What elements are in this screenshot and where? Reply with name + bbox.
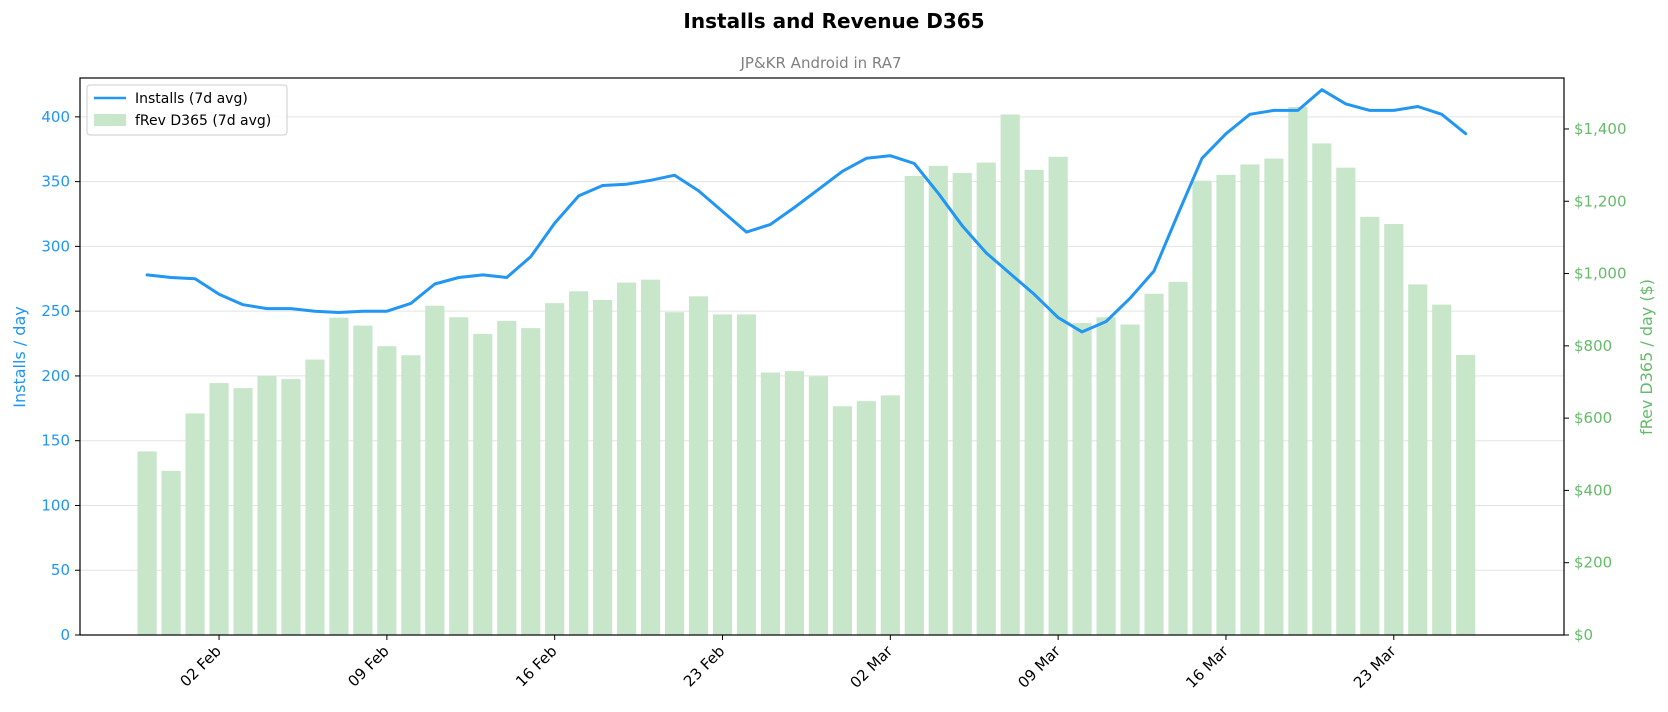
revenue-bar (521, 328, 541, 635)
y-left-tick-label: 350 (41, 173, 70, 191)
revenue-bar (1408, 284, 1428, 635)
revenue-bar (928, 165, 948, 635)
revenue-bar (1384, 224, 1404, 635)
revenue-bar (1288, 106, 1308, 636)
x-tick-label: 02 Mar (847, 642, 897, 692)
revenue-bar (377, 346, 397, 635)
revenue-bar (545, 303, 565, 635)
revenue-bar (1456, 354, 1476, 635)
y-left-tick-label: 0 (60, 626, 70, 644)
revenue-bar (161, 470, 181, 635)
revenue-bar (952, 173, 972, 635)
x-tick-label: 23 Feb (680, 642, 728, 690)
x-axis: 02 Feb 09 Feb 16 Feb 23 Feb 02 Mar 09 Mar 16 M… (176, 635, 1400, 692)
y-right-tick-label: $800 (1574, 337, 1612, 355)
y-right-tick-label: $0 (1574, 626, 1593, 644)
legend-box (86, 84, 288, 136)
revenue-bar (1240, 164, 1260, 636)
x-tick-label: 16 Feb (512, 642, 560, 690)
revenue-bar (137, 451, 157, 635)
y-left-tick-label: 300 (41, 237, 70, 255)
legend-revenue-swatch (94, 114, 126, 126)
x-tick-label: 23 Mar (1350, 642, 1400, 692)
revenue-bar (1312, 143, 1332, 635)
y-left-tick-label: 50 (51, 561, 70, 579)
revenue-bar (473, 333, 493, 635)
x-tick-label: 02 Feb (176, 642, 224, 690)
revenue-bar (856, 401, 876, 635)
left-axis: 0 50 100 150 200 250 300 350 400 (41, 108, 80, 644)
revenue-bar (1072, 323, 1092, 635)
revenue-bar (1168, 281, 1188, 635)
y-left-tick-label: 400 (41, 108, 70, 126)
revenue-bar (760, 372, 781, 635)
revenue-bar (1336, 167, 1356, 635)
y-right-tick-label: $600 (1574, 409, 1612, 427)
revenue-bar (569, 291, 589, 635)
y-right-tick-label: $200 (1574, 554, 1612, 572)
revenue-bar (712, 314, 733, 635)
revenue-bar (1264, 158, 1284, 635)
revenue-bar (185, 413, 205, 635)
revenue-bar (1096, 317, 1116, 635)
y-axis-right-label: fRev D365 / day ($) (1637, 279, 1656, 435)
y-left-tick-label: 250 (41, 302, 70, 320)
revenue-bar (1120, 324, 1140, 635)
installs-line-group (145, 88, 1468, 334)
revenue-bar (736, 314, 757, 635)
revenue-bar (617, 282, 637, 635)
revenue-bar (640, 279, 661, 635)
revenue-bar (593, 299, 613, 635)
revenue-bar (257, 375, 277, 635)
revenue-bar (305, 359, 325, 635)
revenue-bar (1144, 293, 1164, 635)
y-right-tick-label: $400 (1574, 481, 1612, 499)
revenue-bars (137, 106, 1476, 636)
plot-frame (79, 77, 1565, 636)
y-right-tick-label: $1,200 (1574, 192, 1627, 210)
revenue-bar (1024, 169, 1044, 636)
revenue-bar (1216, 174, 1236, 635)
revenue-bar (880, 395, 900, 635)
legend: Installs (7d avg) fRev D365 (7d avg) (86, 84, 288, 136)
installs-line (145, 88, 1468, 334)
x-tick-label: 09 Mar (1014, 642, 1064, 692)
revenue-bar (664, 312, 685, 635)
y-left-tick-label: 100 (41, 496, 70, 514)
legend-revenue-label: fRev D365 (7d avg) (135, 113, 271, 129)
chart-subtitle: JP&KR Android in RA7 (739, 54, 901, 72)
right-axis: $0 $200 $400 $600 $800 $1,000 $1,200 $1,400 (1564, 120, 1627, 644)
chart-title: Installs and Revenue D365 (683, 9, 984, 33)
legend-installs-label: Installs (7d avg) (135, 91, 248, 107)
revenue-bar (1360, 216, 1380, 635)
revenue-bar (1432, 304, 1452, 635)
revenue-bar (281, 379, 301, 635)
revenue-bar (425, 305, 445, 635)
revenue-bar (808, 376, 828, 635)
revenue-bar (449, 317, 469, 635)
x-tick-label: 16 Mar (1182, 642, 1232, 692)
revenue-bar (832, 406, 852, 635)
revenue-bar (1000, 114, 1020, 635)
revenue-bar (329, 317, 349, 635)
revenue-bar (233, 388, 253, 635)
revenue-bar (209, 383, 229, 635)
revenue-bar (688, 296, 709, 635)
y-right-tick-label: $1,400 (1574, 120, 1627, 138)
x-tick-label: 09 Feb (344, 642, 392, 690)
y-left-tick-label: 150 (41, 432, 70, 450)
y-axis-left-label: Installs / day (10, 306, 29, 408)
y-left-tick-label: 200 (41, 367, 70, 385)
revenue-bar (976, 162, 996, 635)
revenue-bar (784, 371, 805, 635)
y-right-tick-label: $1,000 (1574, 265, 1627, 283)
revenue-bar (353, 325, 373, 635)
revenue-bar (497, 320, 517, 635)
revenue-bar (1192, 180, 1212, 635)
revenue-bar (904, 175, 924, 635)
revenue-bar (401, 355, 421, 635)
revenue-bar (1048, 156, 1068, 636)
